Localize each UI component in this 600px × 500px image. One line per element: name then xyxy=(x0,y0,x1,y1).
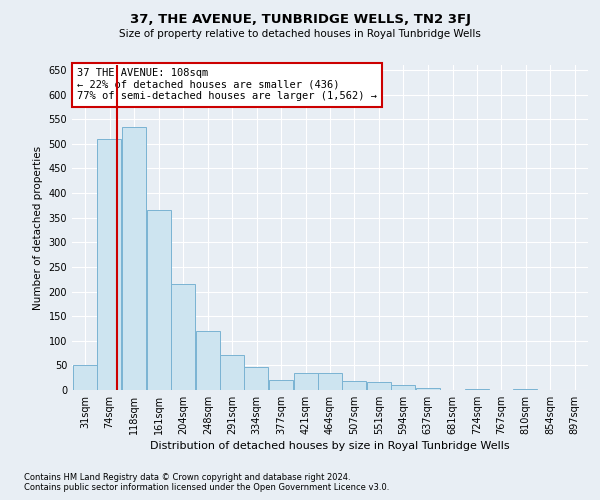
Bar xyxy=(171,284,195,390)
Bar xyxy=(465,388,489,390)
Bar xyxy=(269,380,293,390)
Text: Contains HM Land Registry data © Crown copyright and database right 2024.: Contains HM Land Registry data © Crown c… xyxy=(24,474,350,482)
Bar xyxy=(391,385,415,390)
Bar xyxy=(196,331,220,390)
Bar xyxy=(73,366,97,390)
Bar xyxy=(416,388,440,390)
Bar xyxy=(318,373,342,390)
Bar xyxy=(514,389,538,390)
Bar xyxy=(342,381,366,390)
Text: Size of property relative to detached houses in Royal Tunbridge Wells: Size of property relative to detached ho… xyxy=(119,29,481,39)
Bar xyxy=(146,210,170,390)
Text: Contains public sector information licensed under the Open Government Licence v3: Contains public sector information licen… xyxy=(24,484,389,492)
Y-axis label: Number of detached properties: Number of detached properties xyxy=(33,146,43,310)
Text: 37, THE AVENUE, TUNBRIDGE WELLS, TN2 3FJ: 37, THE AVENUE, TUNBRIDGE WELLS, TN2 3FJ xyxy=(130,12,470,26)
Bar xyxy=(293,373,317,390)
X-axis label: Distribution of detached houses by size in Royal Tunbridge Wells: Distribution of detached houses by size … xyxy=(150,441,510,451)
Bar xyxy=(122,126,146,390)
Bar xyxy=(367,382,391,390)
Bar xyxy=(97,139,121,390)
Bar xyxy=(220,354,244,390)
Bar xyxy=(244,367,268,390)
Text: 37 THE AVENUE: 108sqm
← 22% of detached houses are smaller (436)
77% of semi-det: 37 THE AVENUE: 108sqm ← 22% of detached … xyxy=(77,68,377,102)
